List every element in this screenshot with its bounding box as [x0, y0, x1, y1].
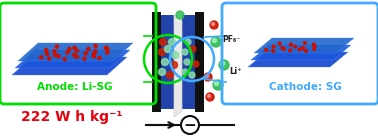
- Circle shape: [190, 46, 196, 52]
- Circle shape: [54, 53, 57, 57]
- Circle shape: [305, 50, 307, 52]
- Circle shape: [158, 48, 166, 55]
- Circle shape: [169, 38, 175, 45]
- Circle shape: [48, 57, 51, 60]
- Circle shape: [53, 50, 56, 53]
- Circle shape: [185, 39, 191, 45]
- Circle shape: [170, 62, 178, 68]
- Circle shape: [92, 53, 95, 56]
- Circle shape: [39, 56, 43, 59]
- Circle shape: [294, 45, 296, 48]
- Text: Li⁺: Li⁺: [229, 66, 242, 75]
- Circle shape: [73, 46, 76, 49]
- Circle shape: [214, 82, 218, 85]
- Circle shape: [289, 49, 291, 52]
- Polygon shape: [18, 43, 133, 61]
- Circle shape: [63, 58, 67, 61]
- Circle shape: [282, 48, 285, 50]
- Circle shape: [184, 59, 190, 65]
- Bar: [195, 12, 204, 112]
- Polygon shape: [174, 15, 182, 117]
- Circle shape: [220, 62, 225, 65]
- Bar: [152, 12, 161, 112]
- Circle shape: [206, 75, 209, 78]
- Circle shape: [281, 47, 284, 49]
- Circle shape: [87, 47, 90, 51]
- Polygon shape: [251, 45, 351, 60]
- Circle shape: [55, 45, 59, 48]
- Polygon shape: [12, 57, 127, 75]
- Circle shape: [172, 52, 178, 58]
- Circle shape: [45, 49, 48, 52]
- Circle shape: [45, 52, 49, 55]
- Circle shape: [158, 68, 166, 75]
- Circle shape: [302, 47, 304, 49]
- Circle shape: [182, 69, 188, 75]
- Circle shape: [272, 50, 274, 52]
- Circle shape: [313, 45, 316, 48]
- Text: Cathode: SG: Cathode: SG: [269, 82, 341, 92]
- Bar: [161, 15, 174, 109]
- Circle shape: [182, 49, 188, 55]
- Circle shape: [160, 38, 166, 45]
- Circle shape: [66, 51, 69, 54]
- Circle shape: [73, 53, 76, 57]
- Circle shape: [176, 11, 184, 19]
- Circle shape: [204, 73, 212, 81]
- Circle shape: [83, 57, 86, 60]
- Circle shape: [272, 45, 275, 48]
- Circle shape: [105, 51, 109, 54]
- Circle shape: [210, 21, 218, 29]
- Circle shape: [98, 56, 101, 60]
- Circle shape: [92, 55, 95, 58]
- Circle shape: [304, 42, 306, 44]
- Circle shape: [313, 48, 316, 50]
- Circle shape: [75, 49, 79, 52]
- Circle shape: [166, 72, 174, 79]
- Circle shape: [68, 47, 71, 51]
- Circle shape: [211, 37, 221, 47]
- Text: Anode: Li-SG: Anode: Li-SG: [37, 82, 113, 92]
- Circle shape: [84, 52, 87, 55]
- Circle shape: [298, 48, 301, 51]
- Circle shape: [164, 45, 172, 52]
- Text: −: −: [184, 118, 197, 132]
- Circle shape: [161, 58, 169, 65]
- Circle shape: [193, 61, 199, 67]
- Circle shape: [57, 55, 60, 58]
- Circle shape: [212, 22, 214, 25]
- Circle shape: [206, 93, 214, 101]
- Circle shape: [94, 50, 97, 53]
- Circle shape: [75, 55, 79, 58]
- Circle shape: [312, 43, 315, 46]
- Circle shape: [106, 47, 109, 51]
- Circle shape: [213, 80, 223, 90]
- Polygon shape: [15, 50, 130, 68]
- Bar: [182, 15, 195, 109]
- Circle shape: [290, 43, 292, 46]
- Polygon shape: [248, 52, 348, 67]
- Text: 222 W h kg⁻¹: 222 W h kg⁻¹: [21, 110, 123, 124]
- Circle shape: [278, 42, 281, 45]
- Circle shape: [265, 49, 268, 51]
- Polygon shape: [254, 38, 354, 53]
- Circle shape: [189, 72, 195, 78]
- Circle shape: [208, 95, 211, 98]
- Circle shape: [104, 46, 107, 49]
- Circle shape: [212, 38, 217, 42]
- Circle shape: [219, 60, 229, 70]
- Circle shape: [94, 44, 97, 48]
- Text: PF₆⁻: PF₆⁻: [222, 35, 240, 44]
